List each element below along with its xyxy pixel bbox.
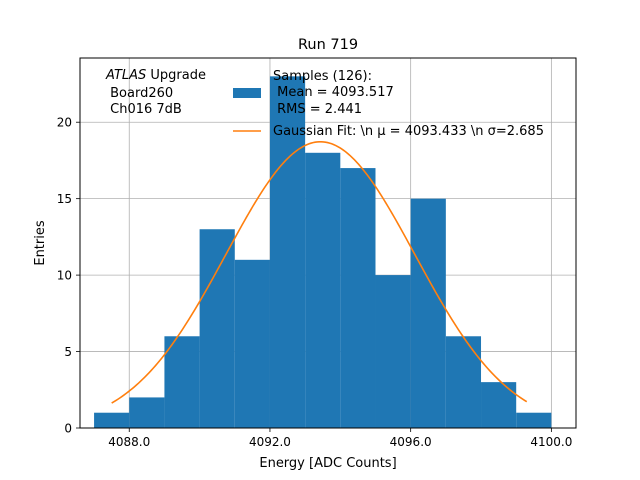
x-tick-label: 4100.0 — [530, 435, 572, 449]
fit-curve-layer — [111, 140, 528, 404]
histogram-bar — [305, 152, 341, 428]
histogram-bar — [375, 275, 411, 428]
atlas-label-line: ATLAS Upgrade — [105, 68, 206, 83]
atlas-text: ATLAS — [105, 68, 146, 83]
x-axis-label: Energy [ADC Counts] — [259, 456, 396, 471]
histogram-bar — [481, 382, 517, 428]
x-tick-label: 4096.0 — [390, 435, 432, 449]
histogram-bar — [94, 412, 130, 428]
histogram-bars — [94, 76, 552, 428]
gaussian-fit-curve — [111, 140, 528, 404]
histogram-bar — [340, 168, 376, 428]
legend: Samples (126): Mean = 4093.517 RMS = 2.4… — [233, 69, 544, 139]
y-tick-label: 15 — [57, 192, 72, 206]
channel-text: Ch016 7dB — [106, 102, 182, 117]
histogram-bar — [129, 397, 165, 428]
y-tick-label: 5 — [64, 345, 72, 359]
y-axis-label: Entries — [33, 220, 48, 266]
histogram-bar — [410, 198, 446, 428]
histogram-bar — [269, 76, 306, 428]
upgrade-text: Upgrade — [146, 68, 206, 83]
y-tick-label: 0 — [64, 422, 72, 436]
legend-samples-line1: Samples (126): — [273, 69, 372, 84]
histogram-bar — [164, 336, 200, 428]
legend-samples-line2: Mean = 4093.517 — [273, 85, 394, 100]
atlas-annotation: ATLAS Upgrade Board260 Ch016 7dB — [105, 68, 206, 117]
y-tick-label: 10 — [57, 269, 72, 283]
histogram-bar — [445, 336, 482, 428]
plot-frame — [79, 57, 577, 429]
histogram-bar — [199, 229, 235, 428]
histogram-bar — [234, 259, 270, 428]
histogram-bar — [516, 412, 552, 428]
x-tick-label: 4088.0 — [108, 435, 150, 449]
chart-title: Run 719 — [298, 37, 358, 53]
axis-ticks: 4088.0 4092.0 4096.0 4100.0 0 5 10 15 20 — [57, 116, 573, 449]
legend-samples-swatch — [233, 88, 261, 98]
x-tick-label: 4092.0 — [249, 435, 291, 449]
y-tick-label: 20 — [57, 116, 72, 130]
board-text: Board260 — [106, 86, 173, 101]
legend-samples-line3: RMS = 2.441 — [273, 102, 362, 117]
legend-fit-label: Gaussian Fit: \n μ = 4093.433 \n σ=2.685 — [273, 124, 544, 139]
